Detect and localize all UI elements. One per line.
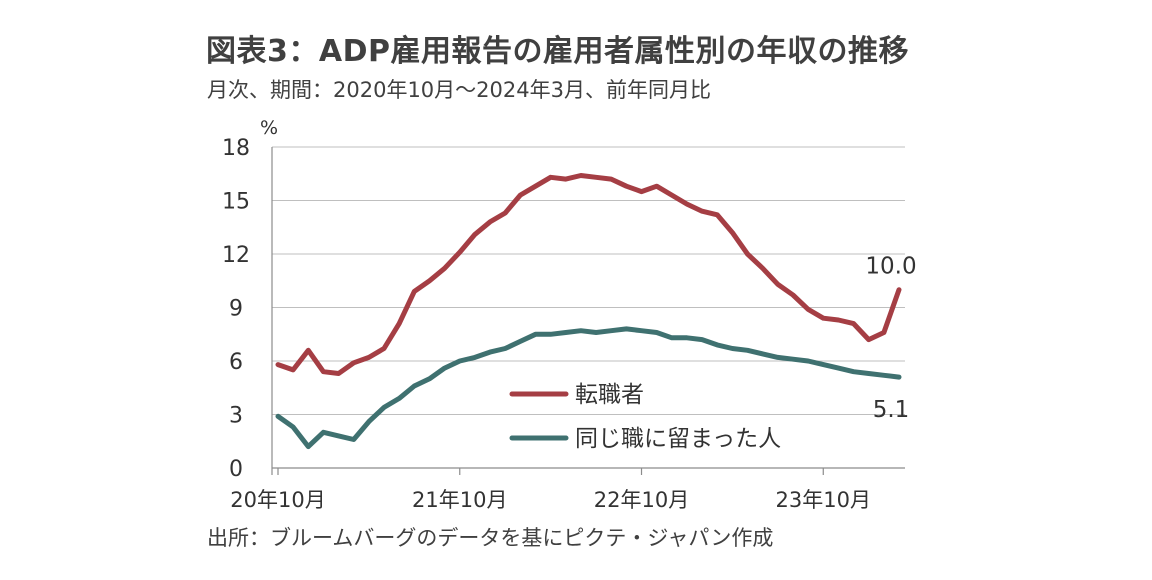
chart-subtitle: 月次、期間：2020年10月～2024年3月、前年同月比 — [207, 78, 711, 102]
series-line-job-changers — [275, 173, 902, 376]
y-tick-label: 12 — [222, 243, 250, 268]
end-value-label: 5.1 — [873, 397, 910, 423]
x-tick-label: 22年10月 — [594, 488, 689, 512]
legend-label: 転職者 — [575, 382, 644, 408]
y-tick-label: 15 — [222, 190, 250, 215]
x-tick-label: 23年10月 — [776, 488, 871, 512]
end-value-label: 10.0 — [865, 254, 916, 280]
series-line-job-stayers — [275, 326, 902, 450]
y-unit-label: % — [260, 117, 278, 139]
gridlines — [272, 146, 905, 415]
y-tick-label: 9 — [229, 297, 243, 322]
y-tick-label: 3 — [229, 404, 243, 429]
x-tick-label: 20年10月 — [230, 488, 325, 512]
y-tick-label: 6 — [229, 350, 243, 375]
axes: 0 3 6 9 12 15 18% 20年10月 21年10月 22年10月 23年10月 — [222, 117, 905, 512]
y-tick-label: 0 — [229, 457, 243, 482]
series-lines — [275, 173, 902, 450]
y-tick-label: 18 — [222, 136, 250, 161]
chart-title: 図表3：ADP雇用報告の雇用者属性別の年収の推移 — [206, 34, 909, 69]
source-note: 出所：ブルームバーグのデータを基にピクテ・ジャパン作成 — [207, 526, 774, 550]
x-tick-label: 21年10月 — [412, 488, 507, 512]
data-labels: 10.0 5.1 — [865, 254, 916, 423]
legend-label: 同じ職に留まった人 — [575, 426, 781, 452]
